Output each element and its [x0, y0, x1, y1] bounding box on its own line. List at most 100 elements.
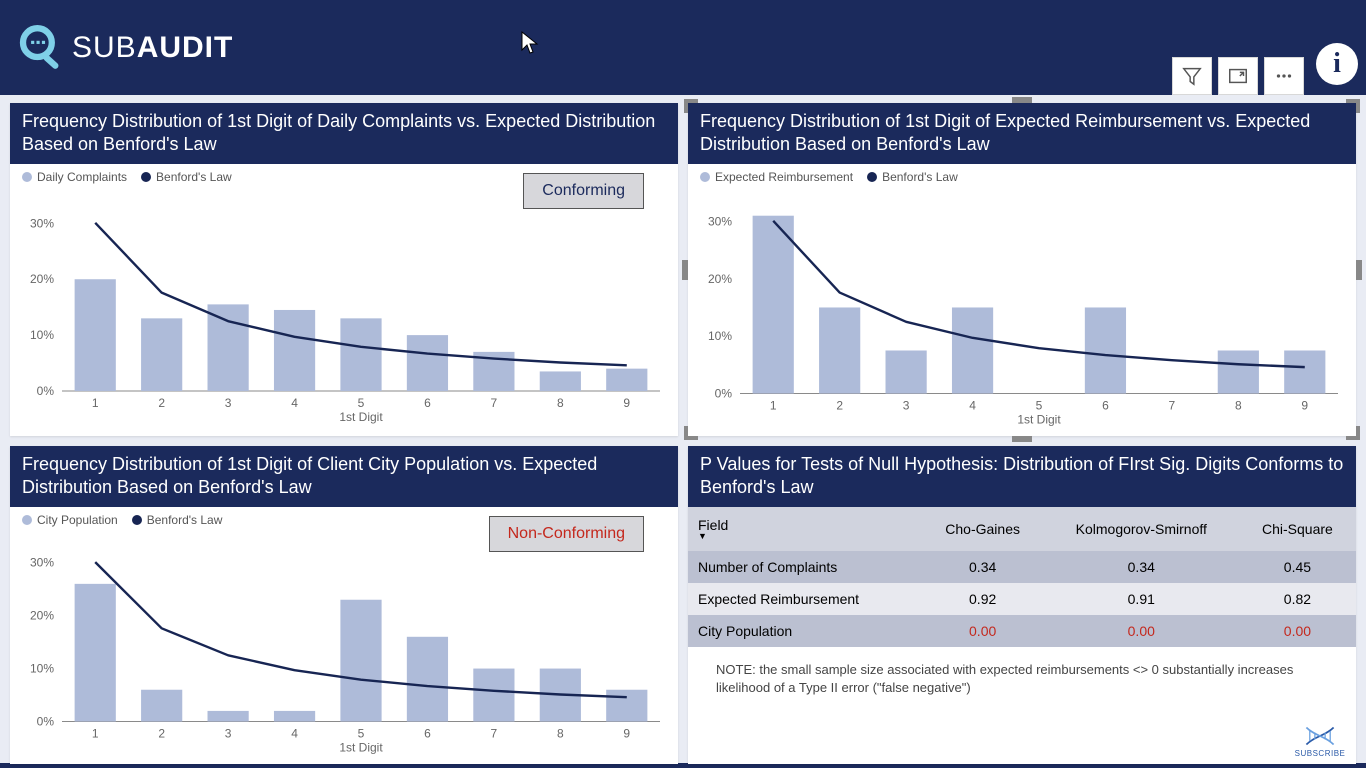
- pvalues-table: Field▼ Cho-Gaines Kolmogorov-Smirnoff Ch…: [688, 507, 1356, 647]
- svg-text:1: 1: [92, 727, 99, 741]
- logo-mark-icon: [14, 21, 68, 75]
- svg-text:30%: 30%: [30, 556, 54, 570]
- legend-line-label: Benford's Law: [882, 170, 958, 184]
- table-row[interactable]: Number of Complaints0.340.340.45: [688, 551, 1356, 583]
- panel-title: Frequency Distribution of 1st Digit of E…: [688, 103, 1356, 164]
- chart-area: 0%10%20%30%1234567891st Digit: [10, 529, 678, 764]
- subscribe-button[interactable]: SUBSCRIBE: [1294, 724, 1346, 758]
- table-header-row: Field▼ Cho-Gaines Kolmogorov-Smirnoff Ch…: [688, 507, 1356, 551]
- svg-text:5: 5: [358, 727, 365, 741]
- brand-part1: SUB: [72, 31, 137, 64]
- legend-bar-swatch: [22, 172, 32, 182]
- footnote: NOTE: the small sample size associated w…: [688, 647, 1356, 706]
- badge-text: Conforming: [542, 182, 625, 199]
- brand-logo: SUBAUDIT: [14, 21, 233, 75]
- info-icon: i: [1333, 48, 1341, 80]
- conforming-badge: Conforming: [523, 173, 644, 209]
- panel-title: Frequency Distribution of 1st Digit of C…: [10, 446, 678, 507]
- cell-value: 0.45: [1239, 551, 1356, 583]
- cell-value: 0.91: [1044, 583, 1239, 615]
- legend-bar-swatch: [700, 172, 710, 182]
- svg-text:20%: 20%: [30, 272, 54, 286]
- legend-bar-label: Expected Reimbursement: [715, 170, 853, 184]
- info-button[interactable]: i: [1316, 43, 1358, 85]
- col-field[interactable]: Field▼: [688, 507, 922, 551]
- svg-text:2: 2: [158, 396, 165, 410]
- dna-icon: [1303, 724, 1337, 748]
- svg-text:4: 4: [291, 727, 298, 741]
- cell-field: Expected Reimbursement: [688, 583, 922, 615]
- svg-text:6: 6: [1102, 399, 1109, 413]
- more-options-button[interactable]: [1264, 57, 1304, 95]
- sort-indicator-icon: ▼: [698, 531, 912, 541]
- chart-panel-city-population[interactable]: Frequency Distribution of 1st Digit of C…: [10, 446, 678, 764]
- svg-text:3: 3: [225, 396, 232, 410]
- focus-mode-button[interactable]: [1218, 57, 1258, 95]
- svg-text:2: 2: [158, 727, 165, 741]
- benford-chart: 0%10%20%30%1234567891st Digit: [698, 190, 1346, 432]
- col-chi-square[interactable]: Chi-Square: [1239, 507, 1356, 551]
- svg-text:1: 1: [92, 396, 99, 410]
- cell-value: 0.34: [1044, 551, 1239, 583]
- svg-text:5: 5: [1036, 399, 1043, 413]
- svg-text:3: 3: [903, 399, 910, 413]
- brand-part2: AUDIT: [137, 31, 234, 64]
- cell-value: 0.92: [922, 583, 1044, 615]
- svg-text:30%: 30%: [30, 216, 54, 230]
- svg-text:7: 7: [1169, 399, 1176, 413]
- chart-panel-expected-reimbursement[interactable]: Frequency Distribution of 1st Digit of E…: [688, 103, 1356, 436]
- svg-text:1st Digit: 1st Digit: [339, 410, 383, 424]
- svg-text:5: 5: [358, 396, 365, 410]
- cell-value: 0.82: [1239, 583, 1356, 615]
- pvalues-panel[interactable]: P Values for Tests of Null Hypothesis: D…: [688, 446, 1356, 764]
- svg-text:30%: 30%: [708, 214, 732, 228]
- legend-line-swatch: [132, 515, 142, 525]
- filter-button[interactable]: [1172, 57, 1212, 95]
- svg-text:10%: 10%: [30, 328, 54, 342]
- svg-text:8: 8: [557, 396, 564, 410]
- svg-text:9: 9: [623, 727, 630, 741]
- cell-value: 0.34: [922, 551, 1044, 583]
- table-row[interactable]: City Population0.000.000.00: [688, 615, 1356, 647]
- legend-line-swatch: [867, 172, 877, 182]
- table-row[interactable]: Expected Reimbursement0.920.910.82: [688, 583, 1356, 615]
- svg-text:1: 1: [770, 399, 777, 413]
- dashboard-grid: Frequency Distribution of 1st Digit of D…: [0, 95, 1366, 763]
- svg-text:10%: 10%: [30, 662, 54, 676]
- svg-text:20%: 20%: [30, 609, 54, 623]
- benford-chart: 0%10%20%30%1234567891st Digit: [20, 533, 668, 760]
- legend-bar-swatch: [22, 515, 32, 525]
- col-cho-gaines[interactable]: Cho-Gaines: [922, 507, 1044, 551]
- cell-value: 0.00: [922, 615, 1044, 647]
- svg-text:9: 9: [1301, 399, 1308, 413]
- app-header: SUBAUDIT i: [0, 0, 1366, 95]
- svg-text:6: 6: [424, 727, 431, 741]
- subscribe-label: SUBSCRIBE: [1295, 749, 1346, 758]
- legend-line-label: Benford's Law: [156, 170, 232, 184]
- cell-value: 0.00: [1044, 615, 1239, 647]
- cell-field: City Population: [688, 615, 922, 647]
- svg-text:1st Digit: 1st Digit: [339, 741, 383, 755]
- svg-text:3: 3: [225, 727, 232, 741]
- svg-text:0%: 0%: [715, 387, 733, 401]
- svg-text:8: 8: [557, 727, 564, 741]
- legend-line-label: Benford's Law: [147, 513, 223, 527]
- svg-text:1st Digit: 1st Digit: [1017, 413, 1061, 427]
- svg-text:9: 9: [623, 396, 630, 410]
- svg-text:20%: 20%: [708, 272, 732, 286]
- mouse-cursor-icon: [520, 30, 540, 61]
- cell-value: 0.00: [1239, 615, 1356, 647]
- svg-text:7: 7: [491, 396, 498, 410]
- svg-text:4: 4: [969, 399, 976, 413]
- chart-panel-daily-complaints[interactable]: Frequency Distribution of 1st Digit of D…: [10, 103, 678, 436]
- svg-text:2: 2: [836, 399, 843, 413]
- brand-text: SUBAUDIT: [72, 31, 233, 65]
- table-body: Number of Complaints0.340.340.45Expected…: [688, 551, 1356, 647]
- svg-text:7: 7: [491, 727, 498, 741]
- legend-bar-label: City Population: [37, 513, 118, 527]
- svg-text:6: 6: [424, 396, 431, 410]
- chart-area: 0%10%20%30%1234567891st Digit: [10, 186, 678, 436]
- col-ks[interactable]: Kolmogorov-Smirnoff: [1044, 507, 1239, 551]
- cell-field: Number of Complaints: [688, 551, 922, 583]
- svg-text:0%: 0%: [37, 384, 55, 398]
